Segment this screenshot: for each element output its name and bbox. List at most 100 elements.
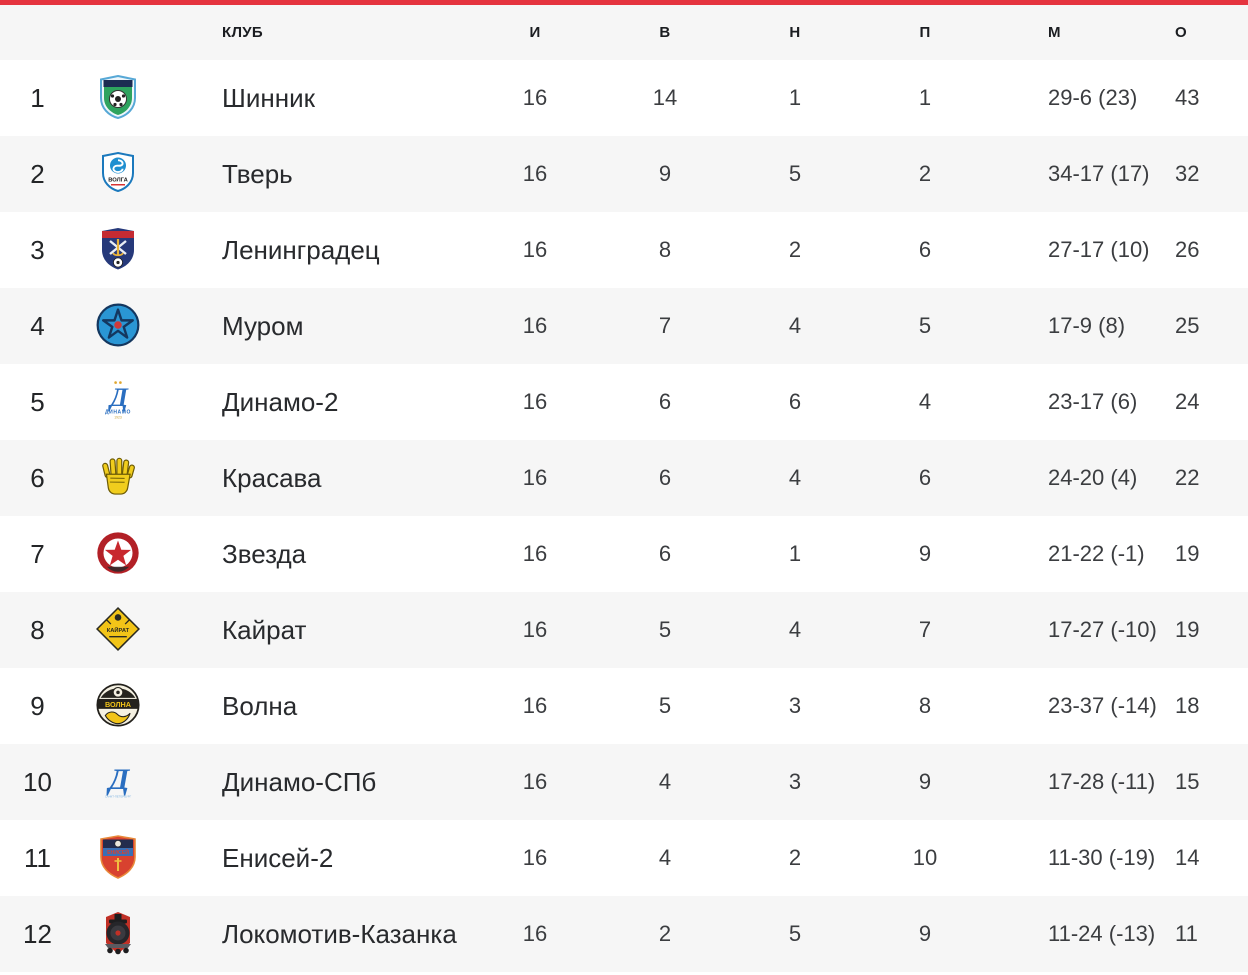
club-name[interactable]: Звезда	[222, 538, 307, 569]
club-name[interactable]: Волна	[222, 690, 298, 721]
points-cell: 26	[1175, 237, 1200, 262]
leningradets-crest-icon[interactable]	[95, 227, 141, 273]
position-cell: 4	[30, 310, 45, 341]
club-name[interactable]: Кайрат	[222, 614, 307, 645]
tver-crest-icon[interactable]: ВОЛГА	[95, 151, 141, 197]
murom-crest-icon[interactable]	[95, 303, 141, 349]
club-name[interactable]: Енисей-2	[222, 842, 334, 873]
kairat-crest-icon[interactable]: КАЙРАТ	[95, 607, 141, 653]
draws-cell: 1	[788, 541, 802, 566]
losses-cell: 2	[918, 161, 932, 186]
played-cell: 16	[522, 389, 548, 414]
svg-text:ЕНИСЕЙ: ЕНИСЕЙ	[107, 848, 129, 856]
logo-cell	[75, 440, 160, 516]
shinnik-crest-icon[interactable]	[95, 75, 141, 121]
club-name[interactable]: Локомотив-Казанка	[222, 918, 457, 949]
losses-cell: 9	[918, 541, 932, 566]
losses-cell: 7	[918, 617, 932, 642]
goals-cell: 29-6 (23)	[1048, 85, 1138, 110]
table-row: 2 ВОЛГА Тверь 16 9 5 2 34-17 (17) 32	[0, 136, 1248, 212]
losses-cell: 4	[918, 389, 932, 414]
played-cell: 16	[522, 617, 548, 642]
points-cell: 18	[1175, 693, 1200, 718]
svg-text:ВОЛГА: ВОЛГА	[108, 178, 128, 184]
header-points: О	[1175, 24, 1187, 41]
played-cell: 16	[522, 313, 548, 338]
losses-cell: 9	[918, 921, 932, 946]
draws-cell: 2	[788, 845, 802, 870]
played-cell: 16	[522, 921, 548, 946]
header-logo	[75, 5, 160, 60]
wins-cell: 7	[658, 313, 672, 338]
draws-cell: 3	[788, 693, 802, 718]
svg-text:Д: Д	[105, 763, 130, 796]
logo-cell	[75, 212, 160, 288]
header-losses: П	[919, 24, 931, 41]
logo-cell	[75, 288, 160, 364]
draws-cell: 4	[788, 313, 802, 338]
table-row: 10 Д САНКТ-ПЕТЕРБУРГ Динамо-СПб 16 4 3 9 …	[0, 744, 1248, 820]
played-cell: 16	[522, 465, 548, 490]
club-name[interactable]: Тверь	[222, 158, 293, 189]
losses-cell: 8	[918, 693, 932, 718]
svg-text:КАЙРАТ: КАЙРАТ	[106, 626, 129, 634]
club-name[interactable]: Красава	[222, 462, 322, 493]
logo-cell: КАЙРАТ	[75, 592, 160, 668]
header-wins: В	[659, 24, 671, 41]
goals-cell: 17-27 (-10)	[1048, 617, 1157, 642]
logo-cell	[75, 60, 160, 136]
points-cell: 32	[1175, 161, 1200, 186]
club-name[interactable]: Динамо-2	[222, 386, 339, 417]
header-position	[0, 5, 75, 60]
wins-cell: 4	[658, 769, 672, 794]
table-row: 4 Муром 16 7 4 5 17-9 (8) 25	[0, 288, 1248, 364]
logo-cell: ВОЛГА	[75, 136, 160, 212]
volna-crest-icon[interactable]: ВОЛНА	[95, 683, 141, 729]
played-cell: 16	[522, 845, 548, 870]
draws-cell: 4	[788, 465, 802, 490]
club-name[interactable]: Муром	[222, 310, 304, 341]
played-cell: 16	[522, 693, 548, 718]
goals-cell: 34-17 (17)	[1048, 161, 1150, 186]
krasava-crest-icon[interactable]	[95, 455, 141, 501]
wins-cell: 6	[658, 389, 672, 414]
table-row: 1 Шинник 16 14 1 1 29-6 (23) 43	[0, 60, 1248, 136]
yenisei2-crest-icon[interactable]: ЕНИСЕЙ	[95, 835, 141, 881]
points-cell: 15	[1175, 769, 1200, 794]
logo-cell	[75, 896, 160, 972]
points-cell: 25	[1175, 313, 1200, 338]
losses-cell: 1	[918, 85, 932, 110]
logo-cell: Д ДИНАМО 1923	[75, 364, 160, 440]
position-cell: 11	[24, 842, 51, 873]
wins-cell: 5	[658, 617, 672, 642]
wins-cell: 6	[658, 541, 672, 566]
goals-cell: 17-28 (-11)	[1048, 769, 1156, 794]
dinamospb-crest-icon[interactable]: Д САНКТ-ПЕТЕРБУРГ	[95, 759, 141, 805]
header-club: КЛУБ	[222, 24, 263, 41]
wins-cell: 4	[658, 845, 672, 870]
draws-cell: 4	[788, 617, 802, 642]
wins-cell: 5	[658, 693, 672, 718]
table-row: 12 Локомотив-Казанка 16 2 5 9 11-24 (-13…	[0, 896, 1248, 972]
losses-cell: 9	[918, 769, 932, 794]
dinamo2-crest-icon[interactable]: Д ДИНАМО 1923	[95, 379, 141, 425]
position-cell: 1	[30, 82, 45, 113]
logo-cell	[75, 516, 160, 592]
table-row: 6 Красава 16 6 4 6 24-20 (4) 22	[0, 440, 1248, 516]
table-header-row: КЛУБ И В Н П М О	[0, 5, 1248, 60]
wins-cell: 9	[658, 161, 672, 186]
played-cell: 16	[522, 769, 548, 794]
club-name[interactable]: Ленинградец	[222, 234, 380, 265]
accent-bar	[0, 0, 1248, 5]
club-name[interactable]: Шинник	[222, 82, 315, 113]
logo-cell: ВОЛНА	[75, 668, 160, 744]
position-cell: 10	[23, 766, 52, 797]
played-cell: 16	[522, 85, 548, 110]
zvezda-crest-icon[interactable]	[95, 531, 141, 577]
header-draws: Н	[789, 24, 801, 41]
goals-cell: 23-17 (6)	[1048, 389, 1138, 414]
goals-cell: 24-20 (4)	[1048, 465, 1138, 490]
club-name[interactable]: Динамо-СПб	[222, 766, 377, 797]
lokomotiv_kazanka-crest-icon[interactable]	[95, 911, 141, 957]
